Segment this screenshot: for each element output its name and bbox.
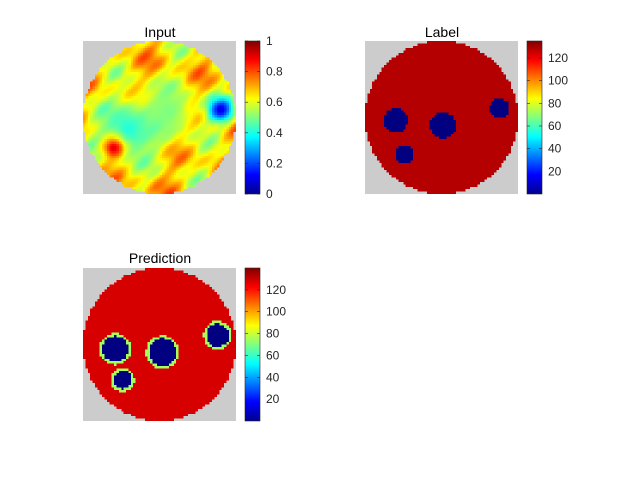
- panel-label: Label 20 40 60 80 100 120: [365, 24, 568, 195]
- colorbar-gradient: [244, 267, 261, 422]
- colorbar-tick-label: 120: [266, 283, 286, 297]
- colorbar-tick-label: 60: [548, 119, 562, 133]
- colorbar-tick-label: 40: [266, 370, 280, 384]
- heatmap-image: [83, 268, 236, 421]
- colorbar-tick-label: 80: [548, 96, 562, 110]
- colorbar-tick-label: 0: [266, 187, 273, 201]
- colorbar-tick-label: 60: [266, 348, 280, 362]
- colorbar-gradient: [244, 40, 261, 195]
- panel-prediction: Prediction 20 40 60 80 100 120: [83, 250, 286, 422]
- colorbar-tick-label: 0.6: [266, 95, 283, 109]
- colorbar-tick-label: 1: [266, 34, 273, 48]
- colorbar-tick-label: 0.4: [266, 126, 283, 140]
- colorbar-tick-label: 20: [266, 392, 280, 406]
- heatmap-image: [365, 41, 518, 194]
- colorbar: 0 0.2 0.4 0.6 0.8 1: [244, 34, 283, 201]
- colorbar-gradient: [526, 40, 543, 195]
- colorbar-tick-label: 20: [548, 164, 562, 178]
- colorbar-tick-label: 100: [548, 74, 568, 88]
- panel-title: Prediction: [129, 250, 191, 266]
- panel-title: Input: [144, 24, 175, 40]
- colorbar-tick-label: 0.8: [266, 65, 283, 79]
- heatmap-image: [83, 41, 236, 194]
- colorbar-tick-label: 0.2: [266, 156, 283, 170]
- panel-title: Label: [425, 24, 459, 40]
- panel-input: Input 0 0.2 0.4 0.6 0.8 1: [83, 24, 283, 201]
- colorbar: 20 40 60 80 100 120: [526, 40, 568, 195]
- colorbar-tick-label: 40: [548, 142, 562, 156]
- colorbar-tick-label: 100: [266, 305, 286, 319]
- colorbar-tick-label: 120: [548, 51, 568, 65]
- colorbar-tick-label: 80: [266, 327, 280, 341]
- colorbar: 20 40 60 80 100 120: [244, 267, 286, 422]
